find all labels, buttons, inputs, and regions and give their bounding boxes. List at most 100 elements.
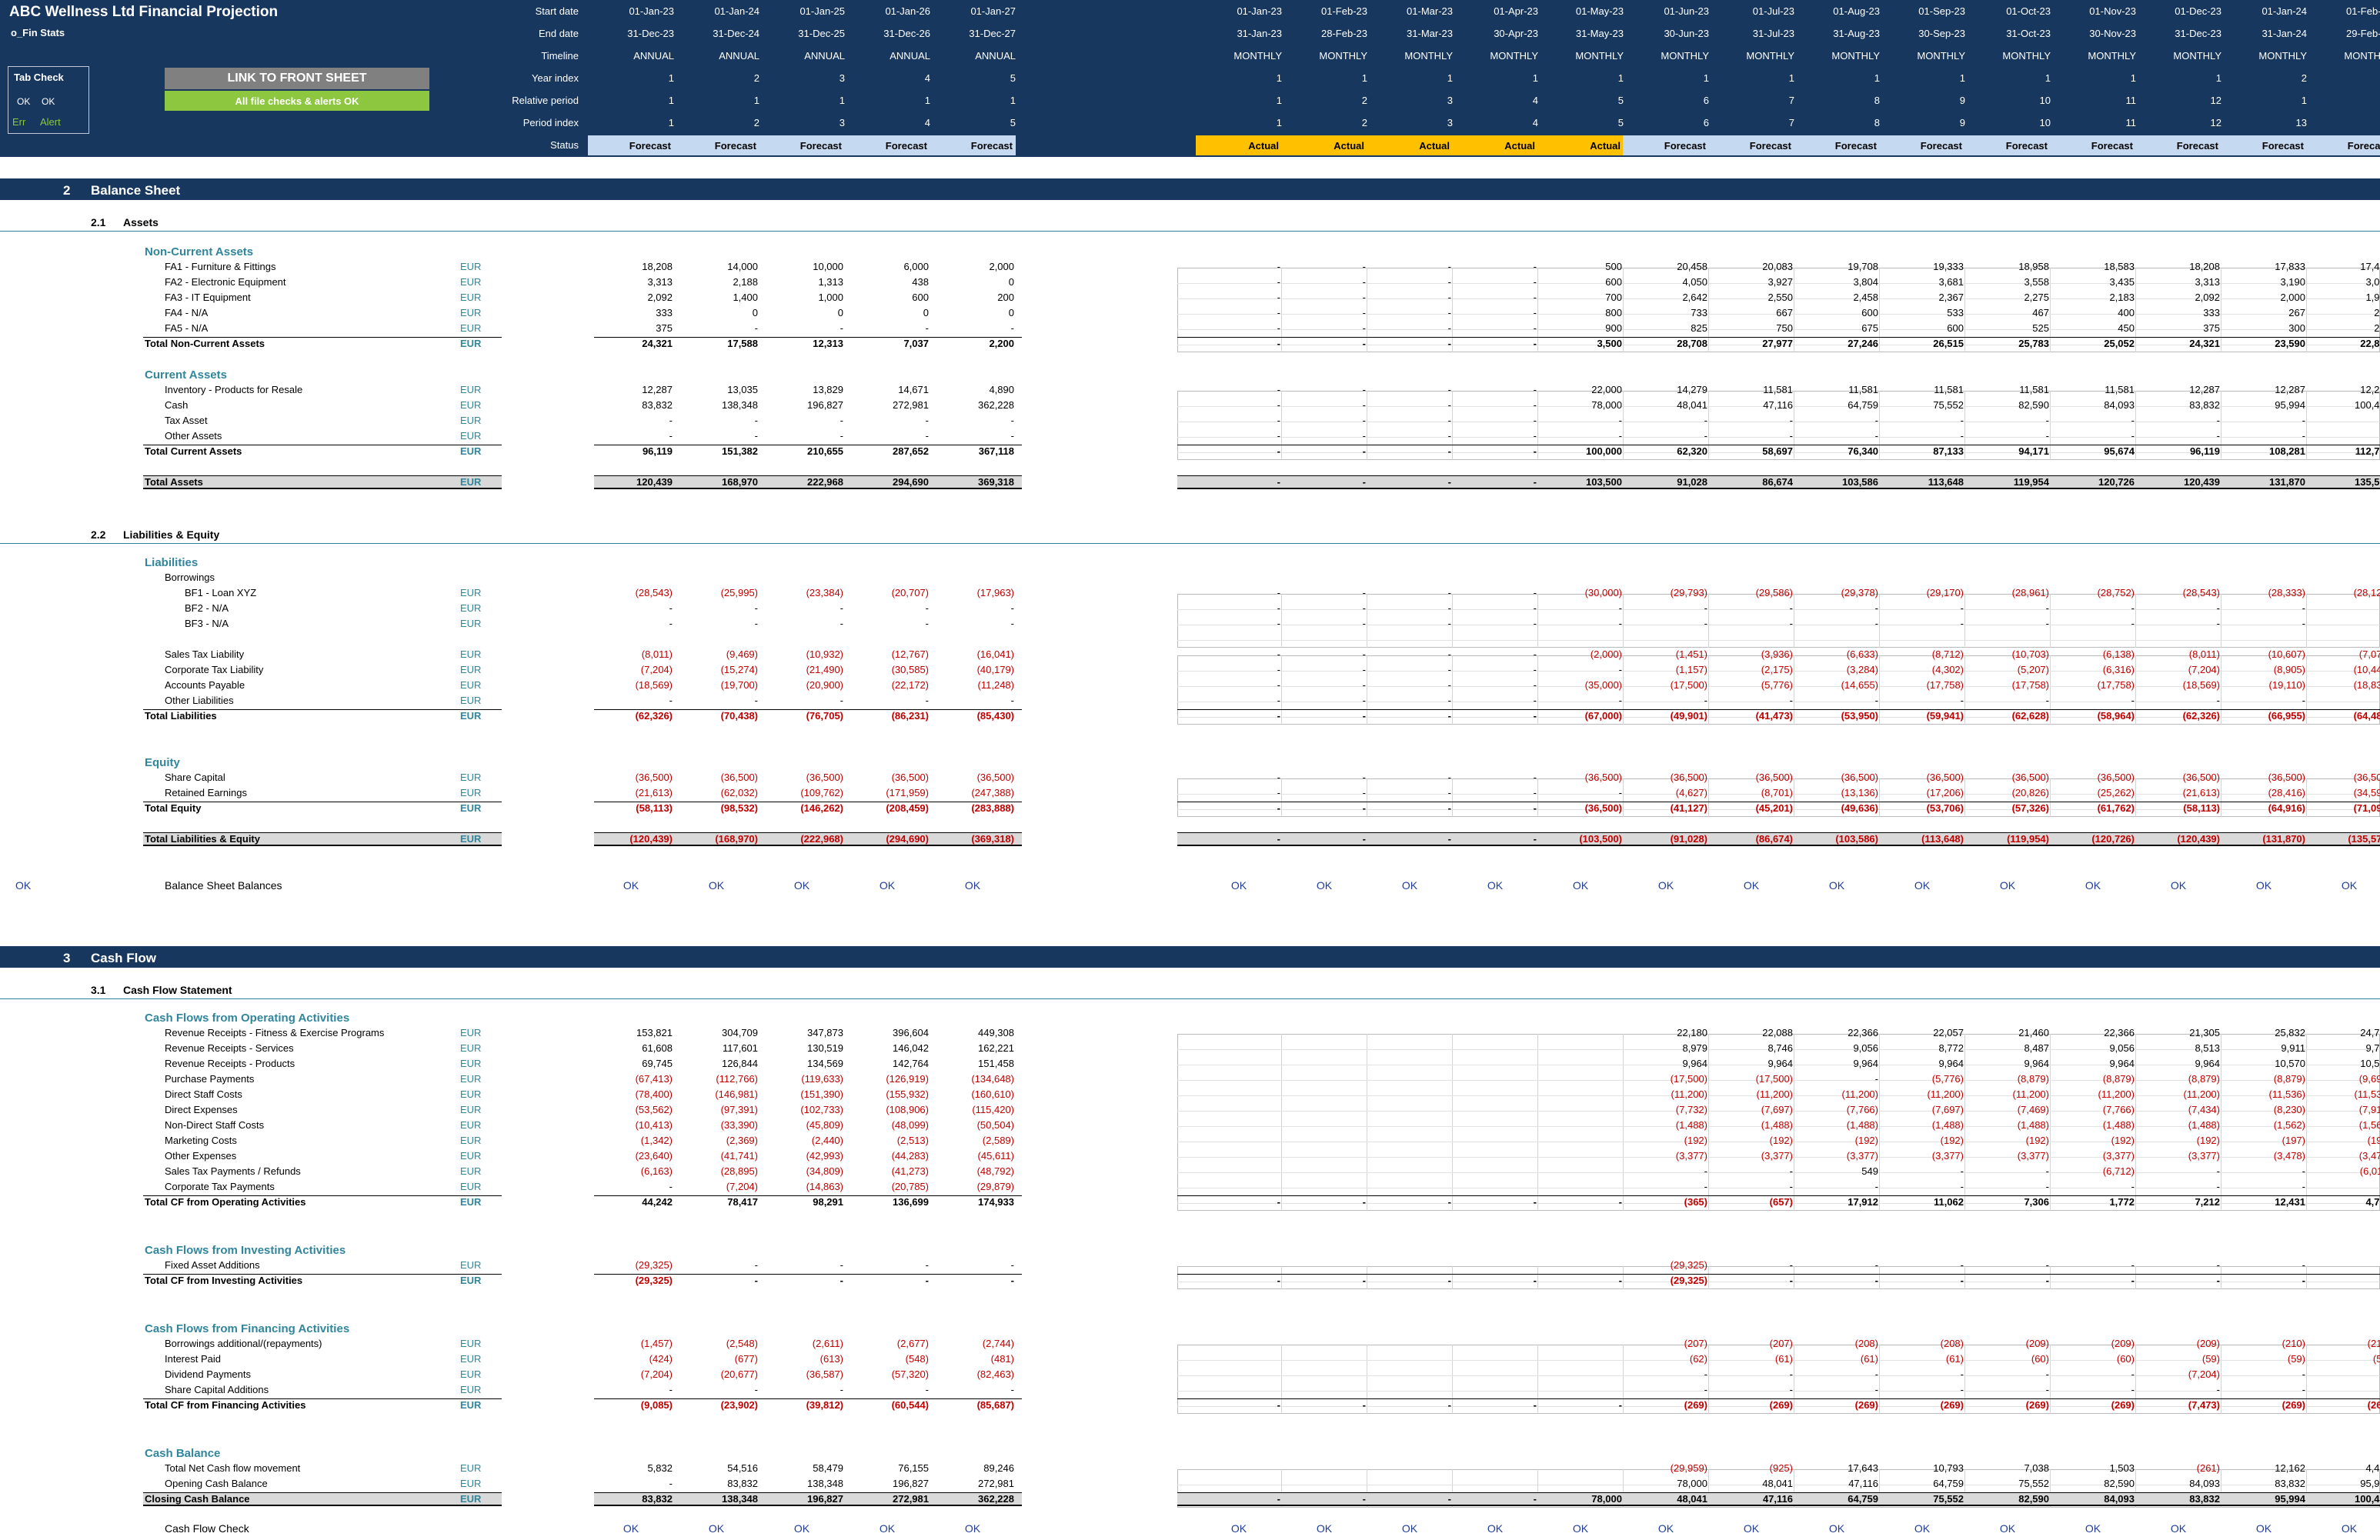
monthly-timeline-14: MONTHLY	[2344, 50, 2380, 62]
monthly-value: (28,961)	[2011, 587, 2049, 598]
monthly-value: 95,994	[2275, 399, 2305, 411]
monthly-value: -	[2308, 603, 2380, 613]
annual-value: (97,391)	[720, 1104, 758, 1115]
annual-value: (481)	[990, 1353, 1014, 1365]
monthly-value: 300	[2288, 322, 2305, 334]
grid-divider	[1879, 1469, 1880, 1508]
annual-period-4: 4	[924, 117, 930, 128]
link-to-front-sheet-button[interactable]: LINK TO FRONT SHEET	[165, 68, 429, 89]
monthly-value: (58)	[2372, 1353, 2380, 1365]
row-label: Total CF from Investing Activities	[145, 1275, 303, 1286]
monthly-value: (28,333)	[2268, 587, 2305, 598]
annual-value: -	[754, 1259, 758, 1271]
monthly-value: (113,648)	[1921, 833, 1964, 845]
grid-divider	[1537, 391, 1538, 460]
monthly-value: 21,460	[2018, 1027, 2049, 1038]
monthly-value: 78,000	[1591, 1493, 1622, 1505]
monthly-start-1: 01-Jan-23	[1237, 5, 1282, 17]
monthly-value: 19,708	[1848, 261, 1878, 272]
monthly-value: (3,377)	[1931, 1150, 1964, 1162]
monthly-value: 119,954	[2013, 476, 2049, 488]
annual-value: (70,438)	[720, 710, 758, 722]
monthly-value: -	[2216, 415, 2220, 426]
monthly-value: 18,208	[2189, 261, 2220, 272]
annual-value: (40,179)	[976, 664, 1014, 675]
monthly-value: (61)	[1945, 1353, 1964, 1365]
annual-value: (82,463)	[976, 1368, 1014, 1380]
monthly-value: -	[2131, 618, 2135, 629]
monthly-value: 47,116	[1763, 399, 1793, 411]
annual-value: (10,932)	[806, 648, 843, 660]
monthly-value: -	[1789, 415, 1793, 426]
monthly-start-14: 01-Feb-24	[2346, 5, 2380, 17]
monthly-value: -	[1789, 695, 1793, 706]
timeline-row-label-timeline: Timeline	[541, 50, 579, 62]
monthly-value: -	[1960, 1181, 1964, 1192]
annual-value: (2,677)	[896, 1338, 929, 1349]
monthly-value: (20,826)	[2011, 787, 2049, 798]
annual-end-3: 31-Dec-25	[798, 28, 845, 39]
file-checks-status-button[interactable]: All file checks & alerts OK	[165, 91, 429, 111]
monthly-value: -	[1362, 322, 1366, 334]
monthly-value: -	[1277, 338, 1280, 349]
unit-label: EUR	[460, 307, 482, 318]
monthly-value: 25,832	[2275, 1027, 2305, 1038]
monthly-value: (62,326)	[2182, 710, 2220, 722]
monthly-value: -	[1447, 648, 1451, 660]
monthly-end-1: 31-Jan-23	[1237, 28, 1282, 39]
monthly-value: 17,912	[1848, 1196, 1878, 1208]
annual-value: (16,041)	[976, 648, 1014, 660]
grand-total-band	[143, 475, 502, 489]
monthly-value: (1,451)	[1675, 648, 1707, 660]
annual-value: 96,119	[642, 445, 673, 457]
monthly-value: -	[2045, 618, 2049, 629]
unit-label: EUR	[460, 1493, 482, 1505]
annual-value: (45,809)	[806, 1119, 843, 1131]
monthly-value: -	[1704, 1368, 1707, 1380]
unit-label: EUR	[460, 695, 482, 706]
grid-divider	[1281, 778, 1282, 817]
monthly-year-4: 1	[1532, 72, 1538, 84]
monthly-value: 900	[1605, 322, 1622, 334]
timeline-row-label-start: Start date	[535, 5, 579, 17]
monthly-value: 19,333	[1933, 261, 1964, 272]
annual-start-4: 01-Jan-26	[885, 5, 930, 17]
annual-value: -	[669, 1181, 673, 1192]
monthly-year-10: 1	[2045, 72, 2051, 84]
grid-divider	[1879, 1345, 1880, 1414]
monthly-input-grid-7	[1177, 1266, 2380, 1289]
row-label: FA2 - Electronic Equipment	[165, 276, 286, 288]
monthly-value: -	[1362, 695, 1366, 706]
monthly-value: (7,204)	[2188, 1368, 2220, 1380]
monthly-value: -	[1362, 772, 1366, 783]
monthly-value: (1,157)	[1675, 664, 1707, 675]
monthly-period-4: 4	[1532, 117, 1538, 128]
monthly-value: 27,977	[1762, 338, 1793, 349]
monthly-value: 8,746	[1767, 1042, 1793, 1054]
monthly-value: (11,200)	[1756, 1088, 1793, 1100]
annual-value: -	[840, 618, 843, 629]
monthly-value: -	[1533, 307, 1537, 318]
unit-label: EUR	[460, 1104, 482, 1115]
annual-start-3: 01-Jan-25	[799, 5, 845, 17]
annual-value: (9,085)	[640, 1399, 673, 1411]
grid-divider	[1281, 1469, 1282, 1508]
monthly-value: (64,916)	[2268, 802, 2305, 814]
grid-divider	[1623, 1345, 1624, 1414]
annual-value: 200	[997, 292, 1014, 303]
annual-value: 287,652	[893, 445, 929, 457]
monthly-value: 113,648	[1928, 476, 1964, 488]
monthly-value: -	[1362, 664, 1366, 675]
monthly-year-8: 1	[1874, 72, 1880, 84]
monthly-value: (36,500)	[2182, 772, 2220, 783]
monthly-value: -	[2131, 695, 2135, 706]
annual-value: -	[925, 1259, 929, 1271]
status-cell-annual-3: Forecast	[759, 135, 845, 155]
monthly-year-13: 2	[2301, 72, 2307, 84]
monthly-value: 11,581	[1763, 384, 1793, 395]
monthly-value: 800	[1605, 307, 1622, 318]
annual-period-3: 3	[839, 117, 845, 128]
monthly-value: -	[1704, 1165, 1707, 1177]
monthly-value: 9,964	[1767, 1058, 1793, 1069]
grid-divider	[1708, 391, 1709, 460]
